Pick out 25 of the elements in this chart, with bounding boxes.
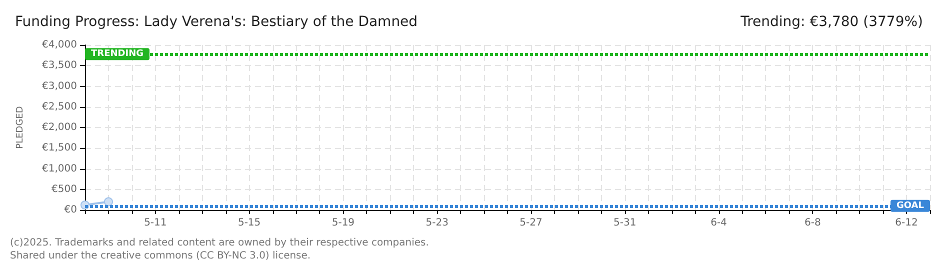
- y-tick-label: €2,500: [42, 101, 77, 112]
- x-tick-label: 6-8: [804, 218, 821, 228]
- chart-title: Funding Progress: Lady Verena's: Bestiary of the Damned: [15, 14, 418, 30]
- x-tick-label: 5-19: [332, 218, 355, 228]
- y-tick-label: €3,500: [42, 60, 77, 72]
- y-tick-label: €1,500: [42, 142, 77, 154]
- x-tick-label: 5-31: [614, 218, 636, 228]
- chart-subtitle: Trending: €3,780 (3779%): [740, 14, 924, 30]
- x-tick-label: 6-12: [895, 218, 918, 228]
- text: (c)2025. Trademarks and related content are owned by their respective companies.: [10, 238, 429, 248]
- y-tick-label: €3,000: [42, 80, 77, 92]
- y-tick-label: €0: [64, 204, 77, 216]
- y-tick-label: €500: [52, 184, 77, 195]
- text: Shared under the creative commons (CC BY-NC 3.0) license.: [10, 250, 311, 262]
- y-axis-title: PLEDGED: [16, 106, 26, 149]
- x-tick-label: 5-27: [520, 218, 542, 228]
- x-tick-label: 6-4: [710, 218, 727, 228]
- y-tick-label: €4,000: [42, 40, 77, 50]
- y-tick-label: €2,000: [42, 122, 77, 133]
- x-tick-label: 5-23: [426, 218, 448, 228]
- ref-line-label: GOAL: [896, 200, 924, 211]
- x-tick-label: 5-15: [238, 218, 261, 228]
- y-tick-label: €1,000: [42, 163, 77, 174]
- ref-line-label: TRENDING: [91, 49, 144, 60]
- x-tick-label: 5-11: [144, 218, 167, 228]
